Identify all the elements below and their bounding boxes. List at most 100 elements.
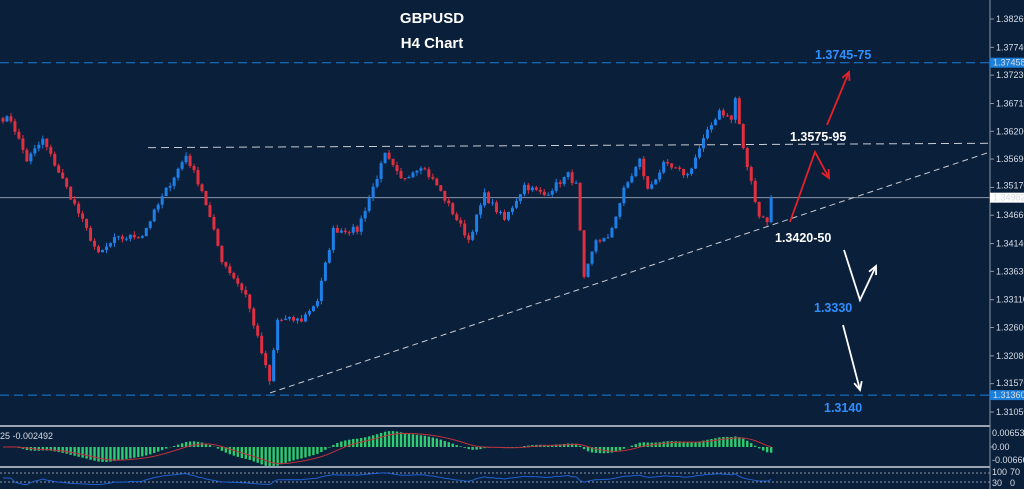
candle-body: [85, 218, 89, 228]
candle: [391, 158, 395, 168]
candle-body: [128, 234, 132, 239]
candle-body: [97, 246, 101, 253]
candle: [116, 235, 120, 241]
candle: [5, 115, 9, 123]
annotation-support: 1.3420-50: [775, 231, 831, 245]
candle-body: [17, 131, 21, 139]
candle: [427, 167, 431, 180]
candle: [725, 113, 729, 117]
candle-body: [765, 217, 769, 223]
oscillator-tick-label: 70: [1010, 467, 1020, 477]
candle-body: [45, 138, 49, 148]
chart-title: GBPUSD: [400, 10, 464, 27]
level-price-label: 1.31360: [993, 390, 1024, 400]
candle-body: [248, 294, 252, 309]
candle-body: [323, 262, 327, 281]
oscillator-tick-label: 100: [992, 467, 1007, 477]
candle-body: [451, 203, 455, 215]
candle-body: [475, 214, 479, 232]
candle: [61, 168, 65, 180]
candle: [327, 247, 331, 264]
candle: [228, 263, 232, 276]
candle: [602, 237, 606, 242]
candle: [292, 315, 296, 323]
candle: [256, 323, 260, 338]
candle-body: [200, 184, 204, 192]
candle-body: [208, 205, 212, 217]
candle: [343, 227, 347, 235]
candle: [383, 152, 387, 164]
candle-body: [761, 216, 765, 218]
candle-body: [156, 204, 160, 210]
candle: [514, 198, 518, 210]
candle: [522, 182, 526, 197]
candle-body: [622, 187, 626, 204]
candle: [419, 166, 423, 175]
candle-body: [69, 186, 73, 200]
candle: [749, 165, 753, 185]
chart-subtitle: H4 Chart: [401, 35, 464, 52]
level-price-tag: [990, 57, 1024, 68]
candle-body: [626, 182, 630, 188]
candle: [307, 309, 311, 317]
candle: [395, 161, 399, 175]
candle: [713, 117, 717, 126]
candle-body: [224, 262, 228, 267]
candle-body: [698, 148, 701, 158]
candle: [236, 275, 240, 287]
candle-body: [741, 124, 745, 149]
annotation-resistance: 1.3575-95: [790, 130, 846, 144]
candle: [479, 203, 483, 219]
candle: [499, 210, 502, 215]
candle-body: [391, 158, 395, 166]
candle: [29, 151, 33, 165]
price-axis[interactable]: 1.38260 1.37740 1.37230 1.36710 1.36200 1.356…: [989, 0, 1024, 489]
macd-tick-label: 0.006531: [992, 428, 1024, 438]
candle: [761, 215, 765, 218]
candle: [303, 312, 307, 323]
candle: [156, 202, 160, 213]
candle: [618, 202, 622, 220]
candle: [491, 198, 495, 206]
candle-body: [411, 172, 415, 178]
candle: [104, 242, 108, 254]
candle: [701, 134, 705, 152]
candle-body: [546, 194, 550, 196]
candle: [184, 152, 188, 165]
candle-body: [180, 162, 184, 169]
candle: [403, 177, 407, 181]
candle: [359, 215, 363, 236]
candle-body: [272, 350, 276, 382]
candle: [638, 157, 642, 170]
candle: [447, 197, 451, 207]
candle: [538, 187, 542, 195]
candle-body: [471, 231, 475, 240]
candle: [260, 332, 264, 355]
candle-body: [725, 115, 729, 117]
y-tick-label: 1.32080: [996, 351, 1024, 361]
candle-body: [487, 192, 491, 204]
candle: [594, 238, 598, 254]
candle-body: [387, 152, 391, 159]
candle-body: [307, 311, 311, 315]
candle: [610, 226, 614, 239]
candle-body: [351, 226, 355, 233]
candle-body: [176, 168, 180, 178]
candle-body: [395, 165, 399, 171]
candle: [120, 234, 124, 243]
candle-body: [491, 202, 495, 204]
candle: [717, 108, 721, 120]
candle-body: [264, 353, 268, 366]
candle: [204, 190, 208, 206]
candle-body: [586, 263, 590, 277]
candle-body: [455, 214, 459, 221]
main-price-panel: [0, 62, 991, 468]
y-tick-label: 1.34140: [996, 239, 1024, 249]
candle-body: [148, 221, 152, 228]
candle-body: [694, 157, 698, 169]
candle: [674, 166, 678, 169]
candle-body: [431, 176, 435, 179]
candle: [108, 242, 112, 248]
candle: [335, 224, 339, 233]
